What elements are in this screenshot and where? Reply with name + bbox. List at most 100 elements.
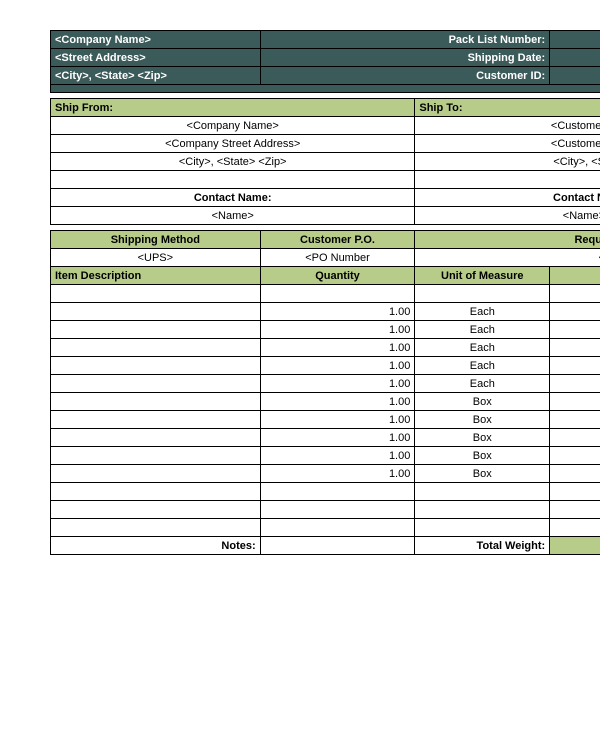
item-extra-cell[interactable] <box>550 321 600 339</box>
item-extra-cell[interactable] <box>550 303 600 321</box>
contact-name-value[interactable]: <Name> <box>51 207 415 225</box>
ship-from-street[interactable]: <Company Street Address> <box>51 135 415 153</box>
item-unit-cell[interactable]: Each <box>415 375 550 393</box>
pack-list-value[interactable] <box>550 31 600 49</box>
shipping-method-value[interactable]: <UPS> <box>51 249 261 267</box>
item-unit-cell[interactable]: Each <box>415 339 550 357</box>
item-desc-cell[interactable] <box>51 429 261 447</box>
total-weight-label: Total Weight: <box>415 537 550 555</box>
item-qty-cell[interactable]: 1.00 <box>260 393 415 411</box>
shipping-date-value[interactable] <box>550 49 600 67</box>
item-blank-1 <box>51 483 600 501</box>
header-row-2: <Street Address> Shipping Date: <box>51 49 600 67</box>
item-unit-cell[interactable]: Box <box>415 465 550 483</box>
shipping-detail-values: <UPS> <PO Number < <box>51 249 600 267</box>
item-row: 1.00Box <box>51 465 600 483</box>
header-row-3: <City>, <State> <Zip> Customer ID: <box>51 67 600 85</box>
ship-header-row: Ship From: Ship To: <box>51 99 600 117</box>
item-desc-cell[interactable] <box>51 303 261 321</box>
ship-to-customer[interactable]: <Customer <box>415 117 600 135</box>
packing-list-table: <Company Name> Pack List Number: <Street… <box>50 30 600 555</box>
header-dark-spacer <box>51 85 600 93</box>
customer-id-value[interactable] <box>550 67 600 85</box>
item-extra-cell[interactable] <box>550 357 600 375</box>
item-unit-cell[interactable]: Box <box>415 429 550 447</box>
item-desc-cell[interactable] <box>51 465 261 483</box>
ship-row-2: <Company Street Address> <Customer <box>51 135 600 153</box>
item-unit-cell[interactable]: Each <box>415 357 550 375</box>
required-value[interactable]: < <box>415 249 600 267</box>
item-desc-label: Item Description <box>51 267 261 285</box>
contact-name-label: Contact Name: <box>51 189 415 207</box>
shipping-detail-header: Shipping Method Customer P.O. Requi <box>51 231 600 249</box>
item-qty-cell[interactable]: 1.00 <box>260 303 415 321</box>
ship-to-city[interactable]: <City>, <S <box>415 153 600 171</box>
ship-from-label: Ship From: <box>51 99 415 117</box>
ship-to-label: Ship To: <box>415 99 600 117</box>
item-qty-cell[interactable]: 1.00 <box>260 357 415 375</box>
contact-name-value2[interactable]: <Name> <box>415 207 600 225</box>
item-desc-cell[interactable] <box>51 321 261 339</box>
item-extra-cell[interactable] <box>550 411 600 429</box>
item-qty-cell[interactable]: 1.00 <box>260 429 415 447</box>
item-desc-cell[interactable] <box>51 375 261 393</box>
item-desc-cell[interactable] <box>51 357 261 375</box>
item-extra-cell[interactable] <box>550 375 600 393</box>
item-unit-cell[interactable]: Box <box>415 411 550 429</box>
shipping-date-label: Shipping Date: <box>260 49 550 67</box>
item-desc-cell[interactable] <box>51 447 261 465</box>
item-qty-cell[interactable]: 1.00 <box>260 375 415 393</box>
item-unit-cell[interactable]: Each <box>415 321 550 339</box>
unit-label: Unit of Measure <box>415 267 550 285</box>
item-qty-cell[interactable]: 1.00 <box>260 321 415 339</box>
pack-list-label: Pack List Number: <box>260 31 550 49</box>
item-row: 1.00Each <box>51 339 600 357</box>
item-row: 1.00Each <box>51 321 600 339</box>
notes-label: Notes: <box>51 537 261 555</box>
contact-label-row: Contact Name: Contact N <box>51 189 600 207</box>
item-row: 1.00Each <box>51 303 600 321</box>
item-extra-cell[interactable] <box>550 429 600 447</box>
item-unit-cell[interactable]: Box <box>415 447 550 465</box>
ship-from-city[interactable]: <City>, <State> <Zip> <box>51 153 415 171</box>
item-blank-top <box>51 285 600 303</box>
item-unit-cell[interactable]: Box <box>415 393 550 411</box>
footer-row: Notes: Total Weight: <box>51 537 600 555</box>
item-qty-cell[interactable]: 1.00 <box>260 465 415 483</box>
item-extra-cell[interactable] <box>550 339 600 357</box>
notes-value[interactable] <box>260 537 415 555</box>
item-extra-cell[interactable] <box>550 393 600 411</box>
contact-value-row: <Name> <Name> <box>51 207 600 225</box>
ship-from-company[interactable]: <Company Name> <box>51 117 415 135</box>
item-row: 1.00Box <box>51 393 600 411</box>
item-desc-cell[interactable] <box>51 339 261 357</box>
customer-po-value[interactable]: <PO Number <box>260 249 415 267</box>
item-unit-cell[interactable]: Each <box>415 303 550 321</box>
ship-row-blank <box>51 171 600 189</box>
item-row: 1.00Box <box>51 411 600 429</box>
city-state-zip-cell[interactable]: <City>, <State> <Zip> <box>51 67 261 85</box>
customer-id-label: Customer ID: <box>260 67 550 85</box>
item-desc-cell[interactable] <box>51 393 261 411</box>
item-extra-cell[interactable] <box>550 465 600 483</box>
item-desc-cell[interactable] <box>51 411 261 429</box>
item-qty-cell[interactable]: 1.00 <box>260 339 415 357</box>
item-extra-cell[interactable] <box>550 447 600 465</box>
ship-row-1: <Company Name> <Customer <box>51 117 600 135</box>
shipping-method-label: Shipping Method <box>51 231 261 249</box>
street-address-cell[interactable]: <Street Address> <box>51 49 261 67</box>
header-row-1: <Company Name> Pack List Number: <box>51 31 600 49</box>
total-weight-value[interactable] <box>550 537 600 555</box>
company-name-cell[interactable]: <Company Name> <box>51 31 261 49</box>
extra-col <box>550 267 600 285</box>
ship-row-3: <City>, <State> <Zip> <City>, <S <box>51 153 600 171</box>
item-qty-cell[interactable]: 1.00 <box>260 411 415 429</box>
item-header-row: Item Description Quantity Unit of Measur… <box>51 267 600 285</box>
quantity-label: Quantity <box>260 267 415 285</box>
item-blank-2 <box>51 501 600 519</box>
customer-po-label: Customer P.O. <box>260 231 415 249</box>
item-row: 1.00Each <box>51 375 600 393</box>
item-qty-cell[interactable]: 1.00 <box>260 447 415 465</box>
item-row: 1.00Each <box>51 357 600 375</box>
ship-to-customer2[interactable]: <Customer <box>415 135 600 153</box>
